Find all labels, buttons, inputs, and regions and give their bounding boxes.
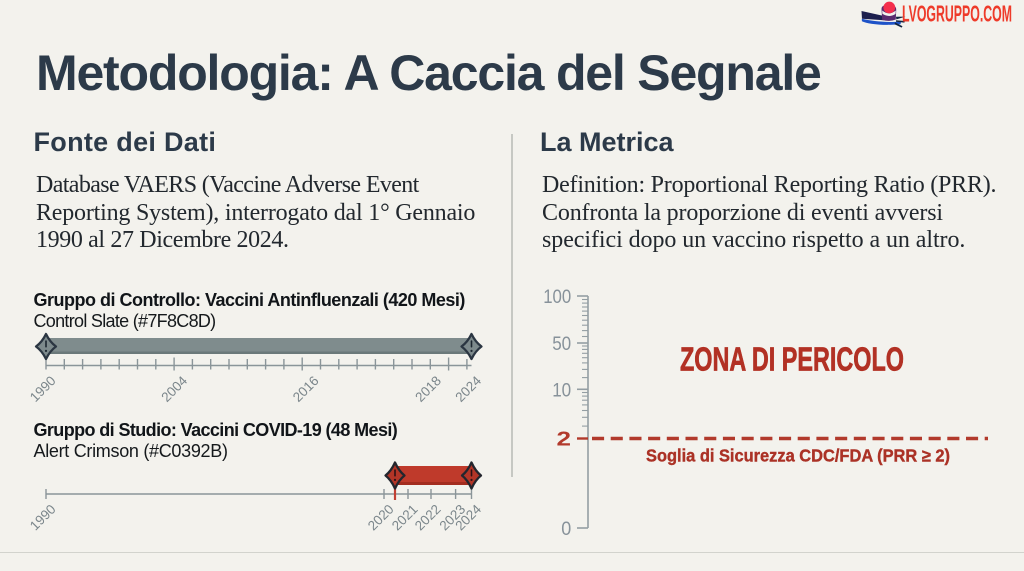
svg-text:ZONA DI PERICOLO: ZONA DI PERICOLO bbox=[680, 341, 904, 378]
svg-text:2004: 2004 bbox=[158, 373, 190, 405]
svg-text:LVOGRUPPO.COM: LVOGRUPPO.COM bbox=[902, 1, 1012, 27]
svg-text:1990: 1990 bbox=[27, 373, 59, 405]
svg-text:0: 0 bbox=[561, 518, 571, 540]
svg-text:10: 10 bbox=[552, 379, 571, 401]
svg-text:2018: 2018 bbox=[412, 373, 444, 405]
svg-text:2016: 2016 bbox=[290, 373, 322, 405]
svg-text:2: 2 bbox=[557, 429, 572, 451]
svg-text:2024: 2024 bbox=[452, 373, 484, 405]
svg-text:2020: 2020 bbox=[365, 502, 397, 534]
svg-text:1990: 1990 bbox=[27, 502, 59, 534]
svg-text:Soglia di Sicurezza CDC/FDA (P: Soglia di Sicurezza CDC/FDA (PRR ≥ 2) bbox=[646, 446, 950, 466]
svg-text:2022: 2022 bbox=[412, 502, 444, 534]
svg-text:100: 100 bbox=[543, 286, 571, 308]
svg-text:50: 50 bbox=[552, 333, 571, 355]
